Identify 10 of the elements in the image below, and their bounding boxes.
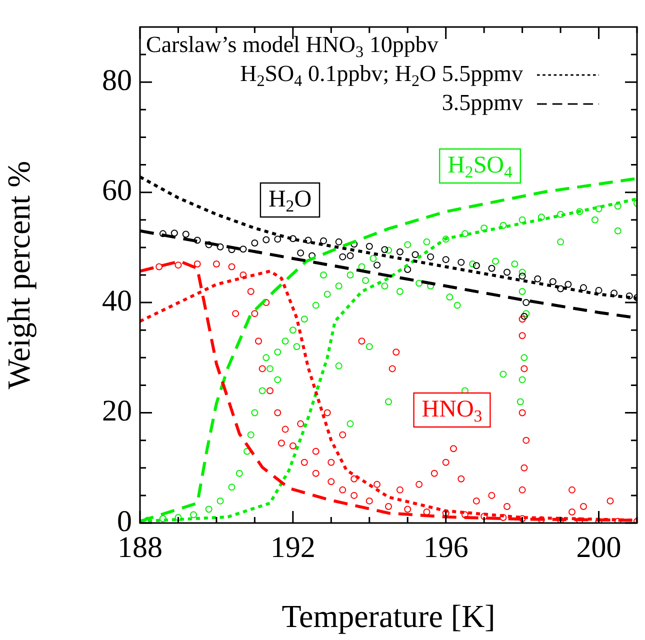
legend-label: 3.5ppmv xyxy=(442,90,524,116)
y-tick-label: 20 xyxy=(102,394,132,428)
x-tick-label: 200 xyxy=(576,530,622,564)
x-tick-label: 196 xyxy=(423,530,468,564)
x-axis-title: Temperature [K] xyxy=(282,598,496,634)
y-tick-label: 60 xyxy=(102,174,132,208)
y-tick-label: 40 xyxy=(102,284,132,318)
x-tick-label: 192 xyxy=(270,530,316,564)
y-axis-title: Weight percent % xyxy=(0,160,37,390)
y-tick-label: 80 xyxy=(102,64,132,97)
